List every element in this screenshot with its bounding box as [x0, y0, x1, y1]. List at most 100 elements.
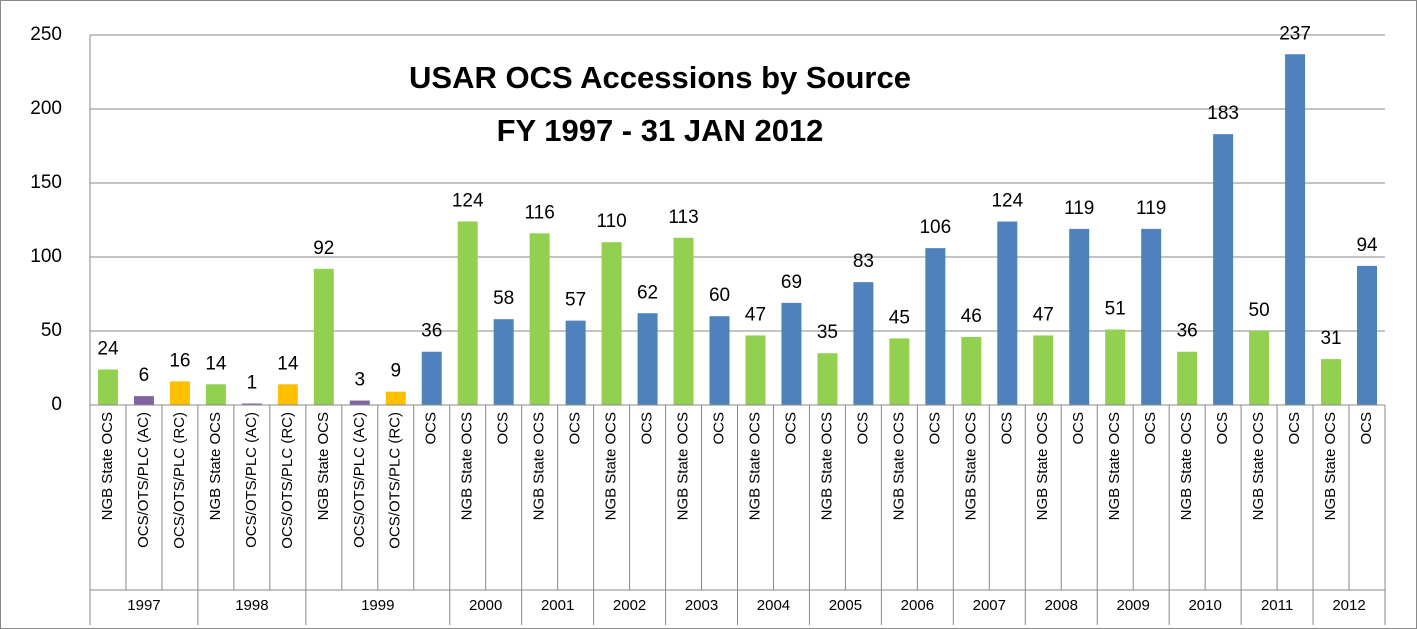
x-tick-label: NGB State OCS: [675, 412, 692, 520]
data-label: 51: [1105, 299, 1126, 320]
group-label: 2007: [973, 597, 1006, 614]
group-label: 1999: [361, 597, 394, 614]
data-label: 36: [421, 321, 442, 342]
data-label: 14: [277, 353, 299, 374]
group-label: 2006: [901, 597, 934, 614]
data-label: 3: [355, 370, 366, 391]
data-label: 35: [817, 322, 838, 343]
data-label: 94: [1356, 235, 1378, 256]
group-label: 1998: [235, 597, 268, 614]
group-label: 2000: [469, 597, 502, 614]
bar: [529, 233, 550, 405]
data-label: 46: [961, 306, 982, 327]
x-tick-label: NGB State OCS: [315, 412, 332, 520]
x-tick-label: OCS: [710, 412, 727, 445]
x-tick-label: OCS/OTS/PLC (AC): [135, 412, 152, 548]
data-label: 47: [1033, 304, 1054, 325]
x-tick-label: OCS: [1070, 412, 1087, 445]
data-label: 36: [1177, 321, 1198, 342]
bar: [745, 335, 766, 405]
x-tick-label: OCS: [567, 412, 584, 445]
x-tick-label: OCS: [1358, 412, 1375, 445]
data-label: 237: [1279, 23, 1311, 44]
x-tick-label: NGB State OCS: [1322, 412, 1339, 520]
y-tick-label: 0: [51, 394, 62, 415]
data-label: 62: [637, 282, 658, 303]
x-tick-label: NGB State OCS: [1178, 412, 1195, 520]
x-tick-label: OCS/OTS/PLC (AC): [243, 412, 260, 548]
data-label: 57: [565, 290, 586, 311]
bar: [1033, 335, 1054, 405]
bar: [349, 400, 370, 405]
bar: [1249, 331, 1270, 405]
bar: [889, 338, 910, 405]
x-tick-label: OCS: [1286, 412, 1303, 445]
x-tick-label: OCS: [998, 412, 1015, 445]
data-label: 58: [493, 288, 514, 309]
bar: [961, 336, 982, 405]
x-tick-label: NGB State OCS: [1250, 412, 1267, 520]
bar: [673, 237, 694, 405]
data-label: 60: [709, 285, 730, 306]
data-label: 31: [1320, 328, 1341, 349]
bar: [385, 391, 406, 405]
x-tick-label: NGB State OCS: [890, 412, 907, 520]
x-tick-label: NGB State OCS: [1106, 412, 1123, 520]
bar: [709, 316, 730, 405]
group-label: 2012: [1332, 597, 1365, 614]
data-label: 110: [596, 211, 626, 232]
x-tick-label: NGB State OCS: [603, 412, 620, 520]
y-tick-label: 100: [30, 246, 62, 267]
bar: [205, 384, 226, 405]
x-tick-label: OCS: [854, 412, 871, 445]
bar: [493, 319, 514, 405]
x-tick-label: OCS/OTS/PLC (RC): [279, 412, 296, 549]
group-label: 2003: [685, 597, 718, 614]
group-label: 1997: [127, 597, 160, 614]
bar: [817, 353, 838, 405]
data-label: 106: [919, 217, 951, 238]
x-tick-label: OCS: [639, 412, 656, 445]
y-tick-label: 50: [41, 320, 62, 341]
data-label: 113: [668, 207, 698, 228]
data-label: 9: [390, 361, 401, 382]
x-tick-label: OCS: [782, 412, 799, 445]
x-tick-label: OCS/OTS/PLC (RC): [171, 412, 188, 549]
x-tick-label: OCS: [423, 412, 440, 445]
group-label: 2001: [541, 597, 574, 614]
bar: [277, 384, 298, 405]
y-tick-label: 150: [30, 172, 62, 193]
group-label: 2008: [1045, 597, 1078, 614]
x-tick-label: NGB State OCS: [818, 412, 835, 520]
x-tick-label: OCS: [926, 412, 943, 445]
data-label: 16: [169, 350, 190, 371]
bar: [1357, 265, 1378, 405]
data-label: 124: [452, 190, 484, 211]
bar: [1213, 134, 1234, 405]
x-tick-label: OCS: [495, 412, 512, 445]
x-tick-label: NGB State OCS: [531, 412, 548, 520]
data-label: 116: [525, 202, 555, 223]
data-label: 50: [1249, 300, 1270, 321]
group-label: 2004: [757, 597, 790, 614]
bar: [1141, 228, 1162, 405]
bar: [781, 302, 802, 405]
bar: [601, 242, 622, 405]
data-label: 24: [97, 338, 119, 359]
group-label: 2010: [1188, 597, 1221, 614]
bar: [853, 282, 874, 405]
bar: [1105, 329, 1126, 405]
group-label: 2002: [613, 597, 646, 614]
bar: [169, 381, 190, 405]
data-label: 124: [991, 190, 1023, 211]
bar: [133, 396, 154, 405]
bar: [313, 268, 334, 405]
group-label: 2011: [1261, 597, 1293, 614]
data-label: 183: [1207, 103, 1239, 124]
data-label: 69: [781, 272, 802, 293]
data-label: 45: [889, 307, 910, 328]
group-label: 2009: [1117, 597, 1150, 614]
bar: [97, 369, 118, 405]
